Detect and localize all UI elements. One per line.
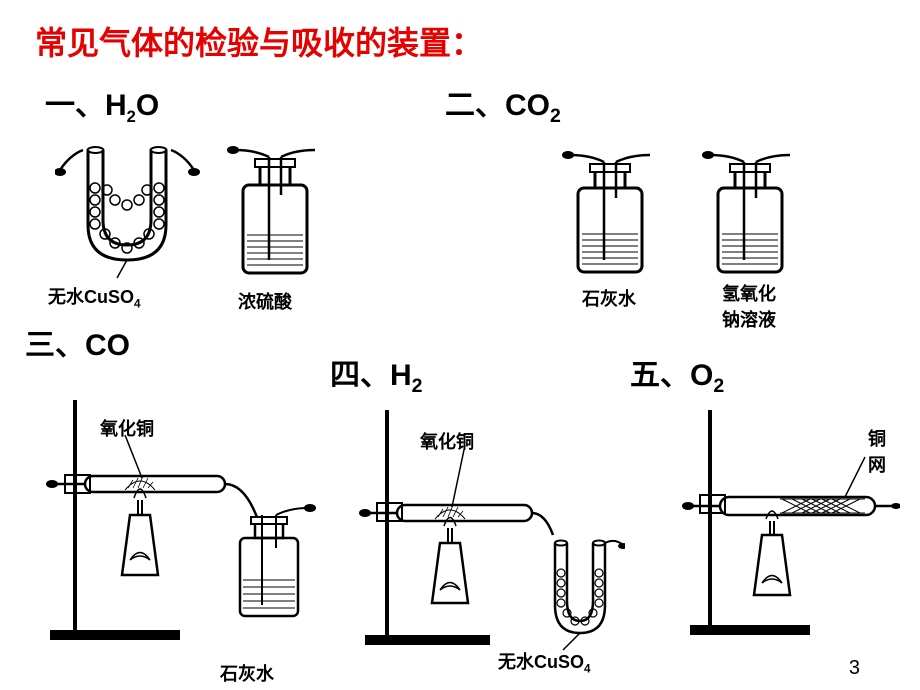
h2so4-caption: 浓硫酸	[238, 288, 292, 314]
bottle-limewater-icon	[560, 150, 660, 280]
section-2-label: 二、CO2	[445, 80, 561, 128]
bullet-4: 四、	[330, 359, 390, 392]
limewater-caption-2: 石灰水	[220, 660, 274, 686]
section-4-label: 四、H2	[330, 350, 423, 398]
bullet-5: 五、	[630, 359, 690, 392]
formula-h2: H2	[390, 359, 423, 392]
cuo-callout-1: 氧化铜	[100, 415, 154, 441]
co-setup-icon	[30, 380, 325, 660]
formula-h2o: H2O	[105, 89, 159, 122]
section-5-label: 五、O2	[630, 350, 724, 398]
section-1-label: 一、H2O	[45, 80, 159, 127]
bullet-3: 三、	[25, 329, 85, 362]
h2-setup-icon	[345, 395, 625, 660]
naoh-caption: 氢氧化 钠溶液	[722, 280, 776, 332]
page-number: 3	[849, 657, 860, 680]
bottle-naoh-icon	[700, 150, 800, 280]
page-title: 常见气体的检验与吸收的装置：	[35, 18, 483, 64]
cuso4-caption-2: 无水CuSO4	[498, 648, 591, 676]
bottle-h2so4-icon	[225, 145, 325, 280]
formula-co2: CO2	[505, 89, 561, 122]
bullet-1: 一、	[45, 89, 105, 122]
cuso4-caption-1: 无水CuSO4	[48, 283, 141, 311]
limewater-caption-1: 石灰水	[582, 285, 636, 311]
bullet-2: 二、	[445, 89, 505, 122]
cu-net-callout: 铜 网	[868, 425, 886, 477]
formula-o2: O2	[690, 359, 724, 392]
utube-h2o-icon	[55, 140, 200, 280]
section-3-label: 三、CO	[25, 320, 130, 364]
cuo-callout-2: 氧化铜	[420, 428, 474, 454]
o2-setup-icon	[670, 395, 900, 645]
formula-co: CO	[85, 329, 130, 362]
